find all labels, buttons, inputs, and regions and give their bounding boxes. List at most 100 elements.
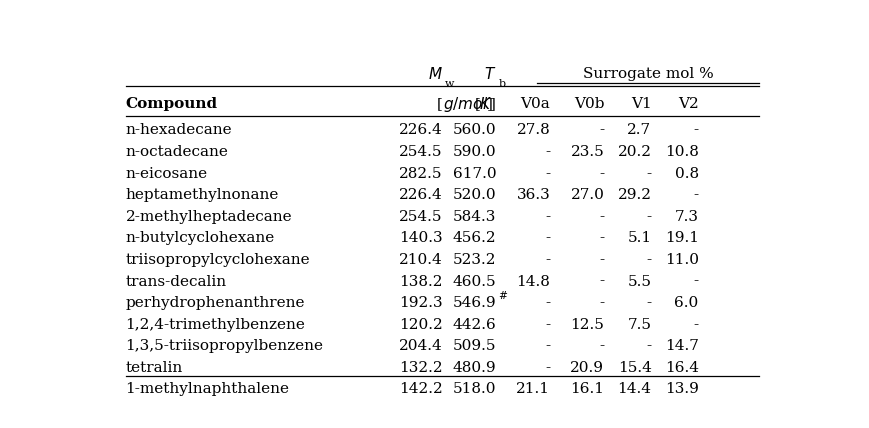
Text: n-hexadecane: n-hexadecane bbox=[125, 123, 232, 137]
Text: V0b: V0b bbox=[574, 97, 604, 111]
Text: tetralin: tetralin bbox=[125, 361, 182, 375]
Text: triisopropylcyclohexane: triisopropylcyclohexane bbox=[125, 253, 310, 267]
Text: w: w bbox=[445, 79, 454, 89]
Text: 0.8: 0.8 bbox=[673, 166, 698, 181]
Text: 140.3: 140.3 bbox=[398, 232, 442, 245]
Text: 7.3: 7.3 bbox=[674, 210, 698, 224]
Text: -: - bbox=[599, 166, 604, 181]
Text: -: - bbox=[599, 210, 604, 224]
Text: 138.2: 138.2 bbox=[399, 274, 442, 288]
Text: 254.5: 254.5 bbox=[399, 145, 442, 159]
Text: 23.5: 23.5 bbox=[570, 145, 604, 159]
Text: 590.0: 590.0 bbox=[452, 145, 496, 159]
Text: heptamethylnonane: heptamethylnonane bbox=[125, 188, 279, 202]
Text: V0a: V0a bbox=[520, 97, 550, 111]
Text: 16.4: 16.4 bbox=[664, 361, 698, 375]
Text: perhydrophenanthrene: perhydrophenanthrene bbox=[125, 296, 305, 310]
Text: 1,2,4-trimethylbenzene: 1,2,4-trimethylbenzene bbox=[125, 318, 305, 332]
Text: -: - bbox=[599, 339, 604, 354]
Text: Surrogate mol %: Surrogate mol % bbox=[582, 68, 713, 81]
Text: 20.9: 20.9 bbox=[570, 361, 604, 375]
Text: n-eicosane: n-eicosane bbox=[125, 166, 208, 181]
Text: -: - bbox=[545, 145, 550, 159]
Text: 254.5: 254.5 bbox=[399, 210, 442, 224]
Text: -: - bbox=[599, 232, 604, 245]
Text: 560.0: 560.0 bbox=[452, 123, 496, 137]
Text: 11.0: 11.0 bbox=[664, 253, 698, 267]
Text: 27.8: 27.8 bbox=[516, 123, 550, 137]
Text: 16.1: 16.1 bbox=[570, 383, 604, 396]
Text: -: - bbox=[545, 339, 550, 354]
Text: 523.2: 523.2 bbox=[453, 253, 496, 267]
Text: $T$: $T$ bbox=[483, 66, 496, 83]
Text: 460.5: 460.5 bbox=[452, 274, 496, 288]
Text: -: - bbox=[599, 274, 604, 288]
Text: 617.0: 617.0 bbox=[452, 166, 496, 181]
Text: 480.9: 480.9 bbox=[452, 361, 496, 375]
Text: -: - bbox=[646, 339, 651, 354]
Text: n-butylcyclohexane: n-butylcyclohexane bbox=[125, 232, 275, 245]
Text: V2: V2 bbox=[677, 97, 698, 111]
Text: 7.5: 7.5 bbox=[627, 318, 651, 332]
Text: 27.0: 27.0 bbox=[570, 188, 604, 202]
Text: 226.4: 226.4 bbox=[398, 123, 442, 137]
Text: -: - bbox=[693, 188, 698, 202]
Text: 21.1: 21.1 bbox=[516, 383, 550, 396]
Text: 210.4: 210.4 bbox=[398, 253, 442, 267]
Text: 5.1: 5.1 bbox=[627, 232, 651, 245]
Text: 546.9: 546.9 bbox=[452, 296, 496, 310]
Text: 2-methylheptadecane: 2-methylheptadecane bbox=[125, 210, 292, 224]
Text: -: - bbox=[545, 232, 550, 245]
Text: -: - bbox=[545, 361, 550, 375]
Text: Compound: Compound bbox=[125, 97, 217, 111]
Text: 14.7: 14.7 bbox=[664, 339, 698, 354]
Text: 282.5: 282.5 bbox=[399, 166, 442, 181]
Text: -: - bbox=[646, 296, 651, 310]
Text: 13.9: 13.9 bbox=[664, 383, 698, 396]
Text: 584.3: 584.3 bbox=[453, 210, 496, 224]
Text: 14.4: 14.4 bbox=[617, 383, 651, 396]
Text: n-octadecane: n-octadecane bbox=[125, 145, 229, 159]
Text: -: - bbox=[545, 253, 550, 267]
Text: 5.5: 5.5 bbox=[627, 274, 651, 288]
Text: 142.2: 142.2 bbox=[398, 383, 442, 396]
Text: b: b bbox=[499, 79, 506, 89]
Text: -: - bbox=[646, 210, 651, 224]
Text: -: - bbox=[693, 123, 698, 137]
Text: 120.2: 120.2 bbox=[398, 318, 442, 332]
Text: $g/mol$]: $g/mol$] bbox=[442, 95, 493, 113]
Text: -: - bbox=[693, 318, 698, 332]
Text: 2.7: 2.7 bbox=[627, 123, 651, 137]
Text: $M$: $M$ bbox=[428, 66, 442, 83]
Text: 520.0: 520.0 bbox=[452, 188, 496, 202]
Text: 509.5: 509.5 bbox=[453, 339, 496, 354]
Text: -: - bbox=[545, 210, 550, 224]
Text: 10.8: 10.8 bbox=[664, 145, 698, 159]
Text: 456.2: 456.2 bbox=[452, 232, 496, 245]
Text: 226.4: 226.4 bbox=[398, 188, 442, 202]
Text: -: - bbox=[646, 253, 651, 267]
Text: 1,3,5-triisopropylbenzene: 1,3,5-triisopropylbenzene bbox=[125, 339, 323, 354]
Text: 442.6: 442.6 bbox=[452, 318, 496, 332]
Text: -: - bbox=[545, 318, 550, 332]
Text: 20.2: 20.2 bbox=[617, 145, 651, 159]
Text: -: - bbox=[693, 274, 698, 288]
Text: 36.3: 36.3 bbox=[516, 188, 550, 202]
Text: [: [ bbox=[436, 97, 442, 111]
Text: 15.4: 15.4 bbox=[617, 361, 651, 375]
Text: -: - bbox=[599, 253, 604, 267]
Text: -: - bbox=[599, 296, 604, 310]
Text: -: - bbox=[646, 166, 651, 181]
Text: 132.2: 132.2 bbox=[398, 361, 442, 375]
Text: 29.2: 29.2 bbox=[617, 188, 651, 202]
Text: 19.1: 19.1 bbox=[664, 232, 698, 245]
Text: -: - bbox=[545, 166, 550, 181]
Text: [$K$]: [$K$] bbox=[474, 95, 496, 113]
Text: -: - bbox=[545, 296, 550, 310]
Text: 518.0: 518.0 bbox=[453, 383, 496, 396]
Text: 1-methylnaphthalene: 1-methylnaphthalene bbox=[125, 383, 289, 396]
Text: 204.4: 204.4 bbox=[398, 339, 442, 354]
Text: trans-decalin: trans-decalin bbox=[125, 274, 227, 288]
Text: V1: V1 bbox=[630, 97, 651, 111]
Text: #: # bbox=[498, 291, 507, 301]
